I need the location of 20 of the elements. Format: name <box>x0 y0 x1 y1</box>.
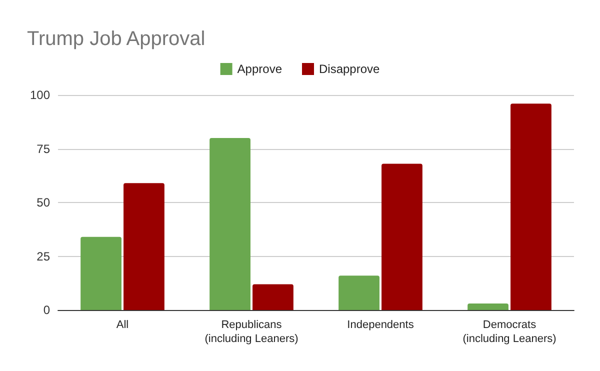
x-tick-label: All <box>116 319 129 331</box>
y-tick-label: 75 <box>36 142 50 156</box>
x-tick-label: Democrats (including Leaners) <box>462 319 556 345</box>
legend-label: Approve <box>237 62 282 76</box>
legend-label: Disapprove <box>319 62 380 76</box>
bar <box>382 164 422 310</box>
y-tick-label: 50 <box>36 196 50 210</box>
bar <box>468 304 508 310</box>
bar <box>210 138 250 310</box>
x-tick-label: Independents <box>347 319 414 331</box>
y-tick-label: 100 <box>30 88 50 102</box>
y-tick-label: 0 <box>43 303 50 317</box>
chart-title: Trump Job Approval <box>27 28 206 50</box>
y-tick-label: 25 <box>36 249 50 264</box>
bar <box>124 183 164 310</box>
x-tick-label: Republicans (including Leaners) <box>204 319 298 345</box>
bar <box>338 276 380 310</box>
bar <box>510 104 552 310</box>
bar <box>252 284 294 310</box>
bar <box>80 236 122 310</box>
